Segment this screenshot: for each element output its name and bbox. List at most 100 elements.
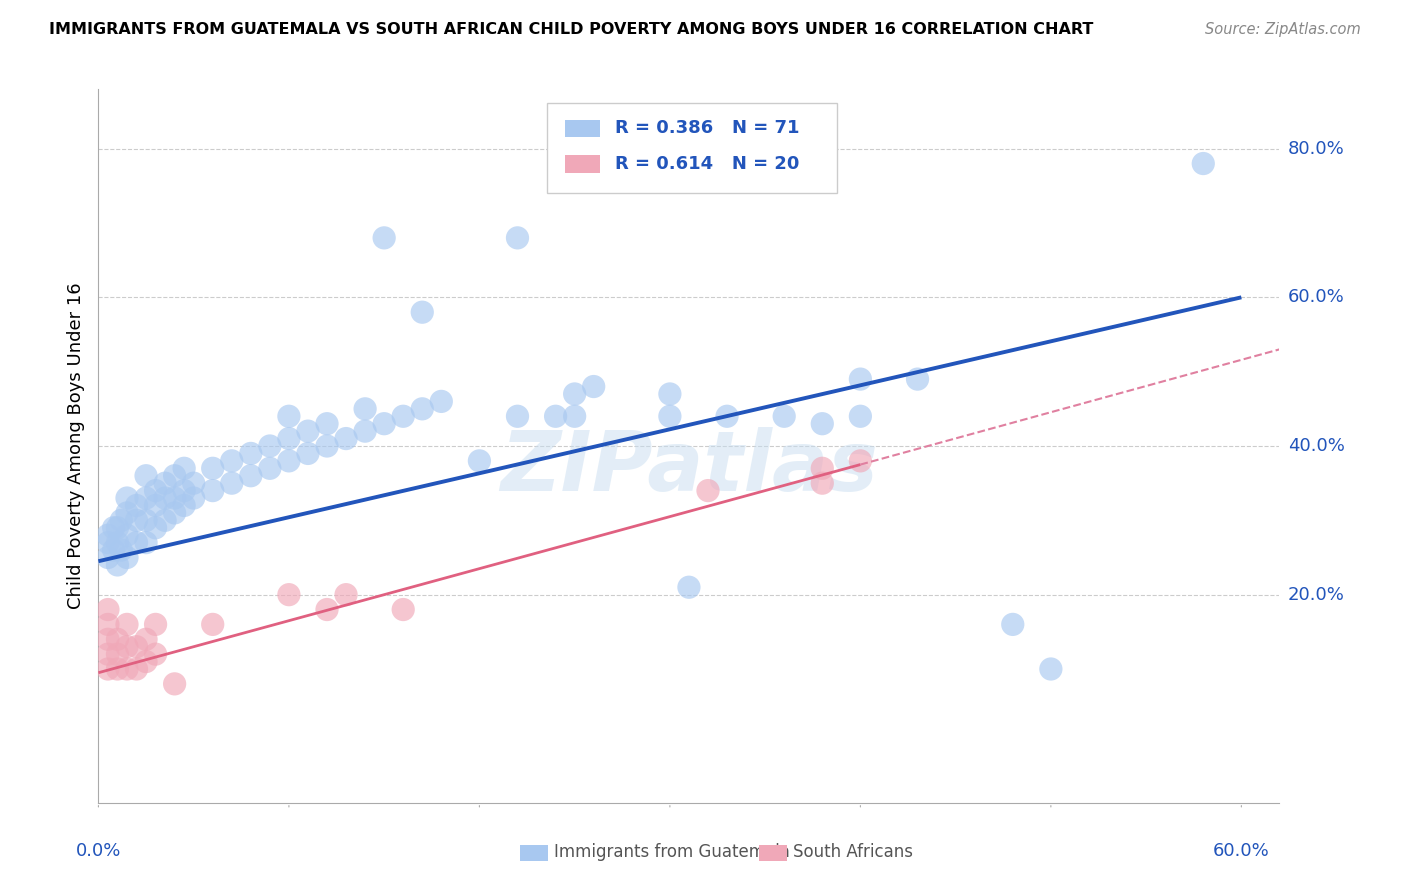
Point — [316, 439, 339, 453]
Point — [153, 491, 176, 505]
Point — [354, 401, 377, 416]
Point — [221, 476, 243, 491]
Point — [335, 432, 357, 446]
Point — [115, 640, 138, 654]
Point — [110, 543, 132, 558]
Point — [97, 662, 120, 676]
Point — [173, 499, 195, 513]
Point — [110, 513, 132, 527]
Point — [564, 387, 586, 401]
Point — [183, 491, 205, 505]
FancyBboxPatch shape — [565, 120, 600, 137]
Text: 60.0%: 60.0% — [1213, 842, 1270, 860]
Point — [716, 409, 738, 424]
Point — [145, 483, 167, 498]
Point — [107, 662, 129, 676]
Text: 20.0%: 20.0% — [1288, 586, 1344, 604]
Point — [316, 602, 339, 616]
Point — [125, 535, 148, 549]
Point — [297, 446, 319, 460]
Point — [392, 602, 415, 616]
Point — [239, 468, 262, 483]
Point — [678, 580, 700, 594]
Point — [135, 632, 157, 647]
Point — [145, 499, 167, 513]
Point — [135, 535, 157, 549]
Point — [259, 439, 281, 453]
Point — [468, 454, 491, 468]
Point — [297, 424, 319, 438]
Point — [107, 632, 129, 647]
Point — [811, 476, 834, 491]
Point — [907, 372, 929, 386]
Point — [97, 535, 120, 549]
Point — [506, 231, 529, 245]
Text: 0.0%: 0.0% — [76, 842, 121, 860]
Point — [115, 662, 138, 676]
Point — [277, 454, 299, 468]
Point — [115, 617, 138, 632]
Point — [115, 491, 138, 505]
Point — [373, 231, 395, 245]
Point — [411, 305, 433, 319]
Point — [506, 409, 529, 424]
Y-axis label: Child Poverty Among Boys Under 16: Child Poverty Among Boys Under 16 — [66, 283, 84, 609]
Point — [544, 409, 567, 424]
Point — [335, 588, 357, 602]
Text: 40.0%: 40.0% — [1288, 437, 1344, 455]
Point — [697, 483, 720, 498]
Point — [173, 483, 195, 498]
Point — [1001, 617, 1024, 632]
Point — [97, 528, 120, 542]
Point — [373, 417, 395, 431]
Point — [135, 491, 157, 505]
Point — [103, 521, 125, 535]
Text: ZIPatlas: ZIPatlas — [501, 427, 877, 508]
Point — [145, 521, 167, 535]
Point — [201, 461, 224, 475]
Point — [1039, 662, 1062, 676]
Point — [153, 513, 176, 527]
Point — [658, 409, 681, 424]
Point — [277, 588, 299, 602]
Point — [153, 476, 176, 491]
Point — [658, 387, 681, 401]
Point — [97, 647, 120, 661]
Point — [97, 632, 120, 647]
Point — [103, 543, 125, 558]
Point — [135, 468, 157, 483]
Point — [125, 640, 148, 654]
Text: R = 0.614   N = 20: R = 0.614 N = 20 — [614, 155, 799, 173]
Point — [849, 454, 872, 468]
Point — [135, 513, 157, 527]
Point — [811, 417, 834, 431]
Point — [430, 394, 453, 409]
Point — [115, 506, 138, 520]
Point — [201, 483, 224, 498]
Point — [125, 513, 148, 527]
Point — [201, 617, 224, 632]
Text: Source: ZipAtlas.com: Source: ZipAtlas.com — [1205, 22, 1361, 37]
Point — [411, 401, 433, 416]
Text: South Africans: South Africans — [793, 843, 912, 861]
Point — [163, 491, 186, 505]
Point — [259, 461, 281, 475]
Point — [1192, 156, 1215, 170]
Point — [183, 476, 205, 491]
Point — [277, 409, 299, 424]
Point — [125, 662, 148, 676]
Point — [773, 409, 796, 424]
Point — [277, 432, 299, 446]
Point — [849, 372, 872, 386]
Text: Immigrants from Guatemala: Immigrants from Guatemala — [554, 843, 790, 861]
Point — [849, 409, 872, 424]
Point — [221, 454, 243, 468]
Point — [107, 558, 129, 572]
Point — [107, 535, 129, 549]
Point — [564, 409, 586, 424]
Text: 80.0%: 80.0% — [1288, 140, 1344, 158]
Point — [239, 446, 262, 460]
Point — [97, 550, 120, 565]
Point — [115, 550, 138, 565]
Point — [173, 461, 195, 475]
